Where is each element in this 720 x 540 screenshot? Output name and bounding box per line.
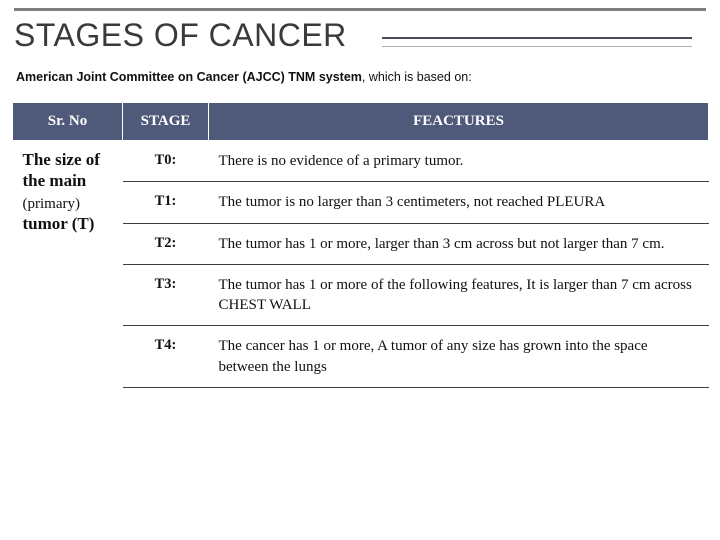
feature-cell: The tumor has 1 or more, larger than 3 c… [209, 223, 709, 264]
table-row: The size of the main (primary) tumor (T)… [13, 141, 709, 182]
col-header-stage: STAGE [123, 103, 209, 141]
col-header-srno: Sr. No [13, 103, 123, 141]
table-body: The size of the main (primary) tumor (T)… [13, 141, 709, 388]
stage-cell: T1: [123, 182, 209, 223]
feature-cell: The tumor is no larger than 3 centimeter… [209, 182, 709, 223]
title-accent-lines: STAGES OF CANCER [14, 13, 706, 54]
subtitle-bold: American Joint Committee on Cancer (AJCC… [16, 70, 362, 84]
stage-cell: T4: [123, 326, 209, 388]
page-title: STAGES OF CANCER [14, 13, 706, 54]
subtitle: American Joint Committee on Cancer (AJCC… [0, 54, 720, 92]
col-header-features: FEACTURES [209, 103, 709, 141]
feature-cell: The cancer has 1 or more, A tumor of any… [209, 326, 709, 388]
stage-cell: T0: [123, 141, 209, 182]
tnm-table: Sr. No STAGE FEACTURES The size of the m… [12, 102, 709, 388]
stage-cell: T2: [123, 223, 209, 264]
feature-cell: There is no evidence of a primary tumor. [209, 141, 709, 182]
title-rule [14, 8, 706, 11]
srno-cell: The size of the main (primary) tumor (T) [13, 141, 123, 388]
table-header-row: Sr. No STAGE FEACTURES [13, 103, 709, 141]
title-block: STAGES OF CANCER [0, 0, 720, 54]
subtitle-rest: , which is based on: [362, 70, 472, 84]
feature-cell: The tumor has 1 or more of the following… [209, 264, 709, 326]
stage-cell: T3: [123, 264, 209, 326]
